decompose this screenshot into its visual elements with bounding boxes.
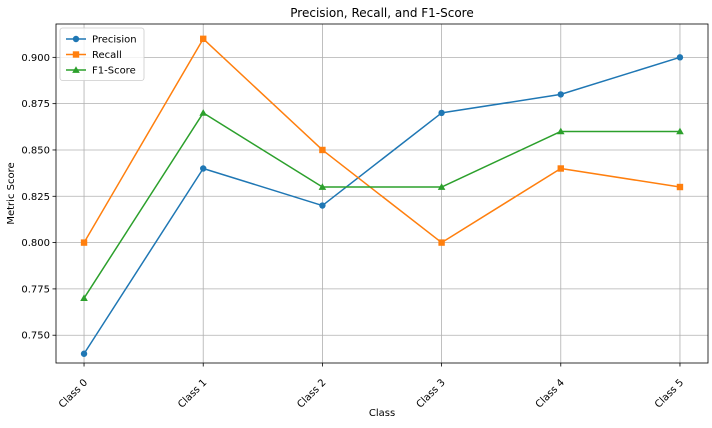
plot-frame bbox=[55, 23, 709, 364]
y-tick-label: 0.750 bbox=[21, 331, 50, 342]
data-point bbox=[80, 350, 88, 357]
legend-item: Recall bbox=[66, 50, 122, 61]
legend-label: F1-Score bbox=[92, 66, 136, 77]
data-point bbox=[80, 239, 88, 246]
y-tick-label: 0.825 bbox=[21, 192, 50, 203]
y-tick-label: 0.775 bbox=[21, 284, 50, 295]
y-tick-label: 0.900 bbox=[21, 53, 50, 64]
data-point bbox=[318, 183, 327, 190]
data-point bbox=[676, 183, 684, 191]
chart-title: Precision, Recall, and F1-Score bbox=[290, 6, 473, 20]
legend-swatch-marker bbox=[72, 66, 80, 73]
series-precision bbox=[80, 54, 684, 357]
legend-item: Precision bbox=[66, 35, 137, 46]
legend-item: F1-Score bbox=[66, 66, 136, 77]
series-f1-score bbox=[80, 109, 684, 302]
legend-swatch-marker bbox=[72, 51, 80, 58]
data-point bbox=[557, 91, 564, 98]
data-point bbox=[676, 127, 684, 135]
y-tick-label: 0.850 bbox=[21, 145, 50, 156]
x-axis-label: Class bbox=[369, 408, 395, 419]
series-line bbox=[83, 56, 681, 355]
data-point bbox=[438, 239, 445, 246]
data-point bbox=[556, 127, 565, 135]
legend-box bbox=[59, 27, 145, 81]
data-point bbox=[557, 165, 564, 172]
series-layer bbox=[80, 35, 684, 357]
series-line bbox=[83, 38, 681, 244]
data-point bbox=[199, 109, 208, 116]
y-axis-label: Metric Score bbox=[6, 162, 17, 224]
series-recall bbox=[80, 35, 684, 246]
legend: Precision Recall F1-Score bbox=[59, 27, 145, 81]
data-point bbox=[80, 294, 88, 302]
legend-label: Precision bbox=[92, 35, 137, 46]
legend-label: Recall bbox=[92, 50, 122, 61]
y-tick-label: 0.800 bbox=[21, 238, 50, 249]
data-point bbox=[676, 54, 684, 61]
data-point bbox=[437, 183, 446, 190]
data-point bbox=[319, 202, 326, 209]
y-tick-label: 0.875 bbox=[21, 99, 50, 110]
data-point bbox=[438, 109, 445, 117]
data-point bbox=[200, 35, 207, 43]
data-point bbox=[200, 165, 207, 172]
series-line bbox=[83, 112, 680, 299]
legend-swatch-marker bbox=[72, 35, 80, 43]
data-point bbox=[319, 146, 326, 154]
